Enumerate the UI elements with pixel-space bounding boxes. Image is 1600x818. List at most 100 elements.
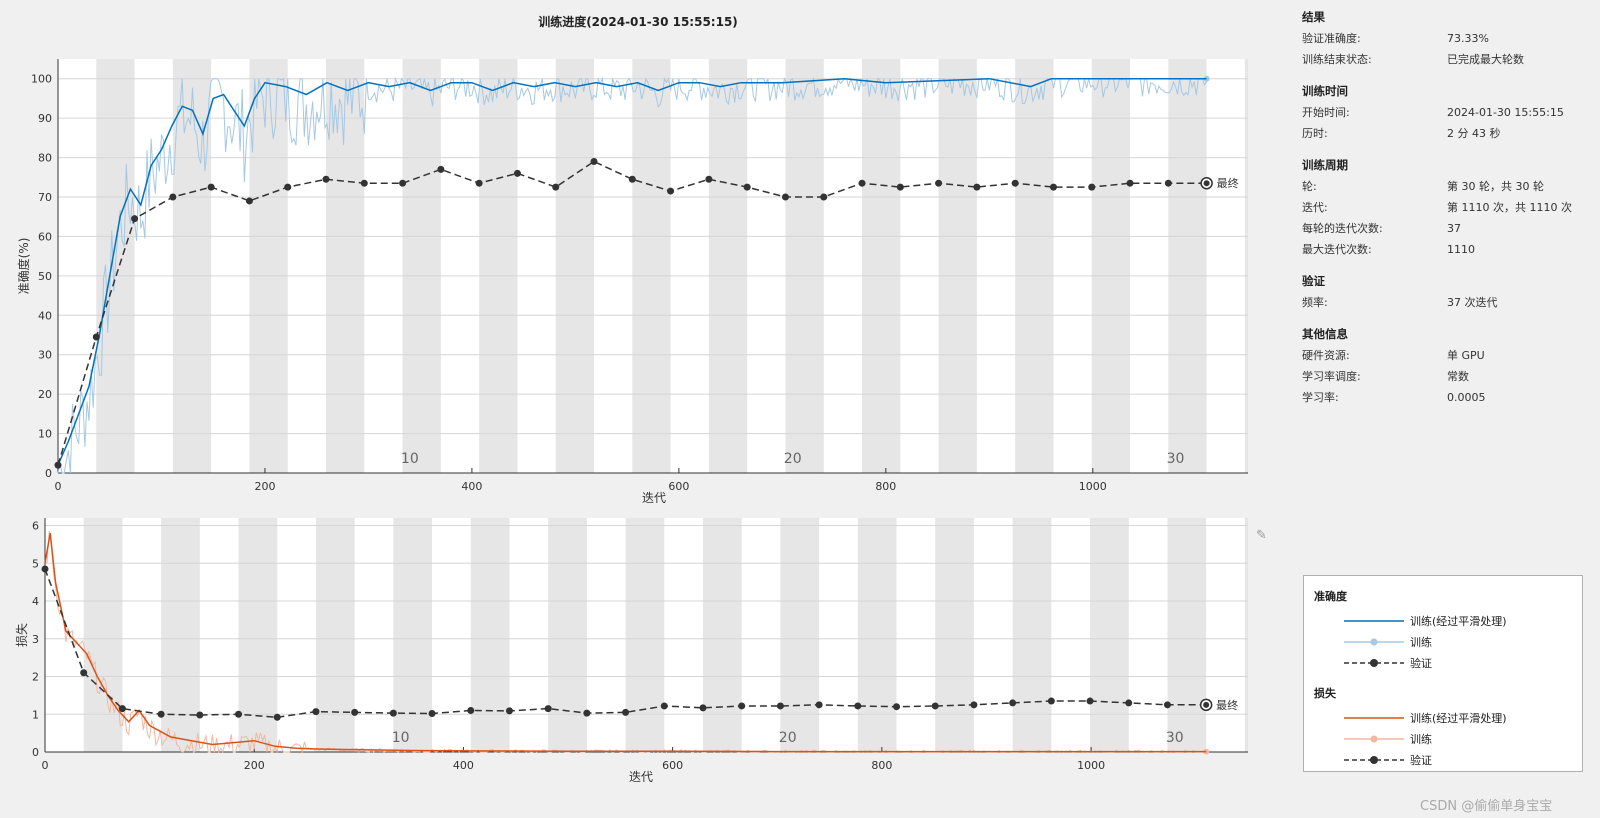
validation-point xyxy=(970,701,978,709)
info-row: 学习率: 0.0005 xyxy=(1302,387,1592,408)
y-axis-label: 损失 xyxy=(14,623,29,647)
validation-point xyxy=(1086,697,1094,705)
validation-point xyxy=(781,193,789,201)
validation-point xyxy=(399,179,407,187)
epoch-label: 10 xyxy=(392,730,410,746)
epoch-band xyxy=(1091,59,1131,473)
epoch-band xyxy=(402,59,441,473)
info-row: 轮: 第 30 轮，共 30 轮 xyxy=(1302,176,1592,197)
y-tick-label: 30 xyxy=(38,349,52,362)
validation-point xyxy=(893,703,901,711)
epoch-band xyxy=(1244,518,1248,752)
info-key: 训练结束状态: xyxy=(1302,53,1372,66)
info-value: 单 GPU xyxy=(1447,349,1485,362)
info-key: 迭代: xyxy=(1302,201,1328,214)
validation-point xyxy=(207,183,215,191)
info-row: 最大迭代次数: 1110 xyxy=(1302,239,1592,260)
validation-point xyxy=(54,461,62,469)
epoch-band xyxy=(393,518,433,752)
legend-swatch-dashed-line xyxy=(1344,755,1404,764)
validation-point xyxy=(437,165,445,173)
info-row: 硬件资源: 单 GPU xyxy=(1302,345,1592,366)
validation-point xyxy=(312,708,320,716)
x-tick-label: 200 xyxy=(244,759,265,772)
legend-row-loss-smoothed: 训练(经过平滑处理) xyxy=(1314,707,1572,728)
final-label: 最终 xyxy=(1216,698,1238,712)
validation-point xyxy=(196,711,204,719)
epoch-band xyxy=(470,518,510,752)
epoch-band xyxy=(83,518,123,752)
validation-point xyxy=(41,565,49,573)
y-tick-label: 90 xyxy=(38,112,52,125)
validation-point xyxy=(931,702,939,710)
validation-point xyxy=(505,707,513,715)
validation-point xyxy=(360,179,368,187)
validation-point xyxy=(705,175,713,183)
x-tick-label: 1000 xyxy=(1079,480,1107,493)
validation-point xyxy=(622,708,630,716)
y-tick-label: 5 xyxy=(32,557,39,570)
info-value: 第 30 轮，共 30 轮 xyxy=(1447,180,1544,193)
validation-point xyxy=(92,333,100,341)
epoch-band xyxy=(708,59,748,473)
x-tick-label: 0 xyxy=(55,480,62,493)
validation-point xyxy=(738,702,746,710)
y-tick-label: 0 xyxy=(32,746,39,759)
epoch-band xyxy=(548,518,587,752)
legend-swatch-orange-line xyxy=(1344,716,1404,719)
info-value: 已完成最大轮数 xyxy=(1447,53,1524,66)
info-row: 学习率调度: 常数 xyxy=(1302,366,1592,387)
info-key: 最大迭代次数: xyxy=(1302,243,1372,256)
info-value: 73.33% xyxy=(1447,32,1489,45)
info-value: 常数 xyxy=(1447,370,1469,383)
y-tick-label: 1 xyxy=(32,708,39,721)
legend-swatch-dashed-line xyxy=(1344,658,1404,667)
info-value: 2 分 43 秒 xyxy=(1447,127,1501,140)
info-section-heading: 结果 xyxy=(1302,10,1325,24)
validation-point xyxy=(475,179,483,187)
info-key: 硬件资源: xyxy=(1302,349,1350,362)
legend-label: 训练 xyxy=(1410,732,1432,746)
export-icon[interactable]: ✎ xyxy=(1256,528,1267,543)
y-axis-label: 准确度(%) xyxy=(16,238,31,295)
epoch-band xyxy=(555,59,595,473)
legend-swatch-lightorange-line xyxy=(1344,735,1404,742)
info-key: 频率: xyxy=(1302,296,1328,309)
epoch-band xyxy=(326,59,365,473)
legend-label: 验证 xyxy=(1410,753,1432,767)
epoch-band xyxy=(238,518,278,752)
training-info-panel: 结果 验证准确度: 73.33% 训练结束状态: 已完成最大轮数 训练时间 开始时间: 202… xyxy=(1302,6,1592,408)
epoch-band xyxy=(1015,59,1054,473)
epoch-band xyxy=(479,59,518,473)
y-tick-label: 3 xyxy=(32,633,39,646)
validation-point xyxy=(1009,699,1017,707)
validation-point xyxy=(351,708,359,716)
epoch-band xyxy=(785,59,824,473)
validation-point xyxy=(1163,701,1171,709)
y-tick-label: 60 xyxy=(38,230,52,243)
validation-point xyxy=(699,704,707,712)
legend-row-loss-train: 训练 xyxy=(1314,728,1572,749)
validation-point xyxy=(1088,183,1096,191)
legend-row-loss-validation: 验证 xyxy=(1314,749,1572,770)
validation-point xyxy=(896,183,904,191)
y-tick-label: 4 xyxy=(32,595,39,608)
legend-loss-heading: 损失 xyxy=(1314,687,1336,700)
validation-point xyxy=(131,215,139,223)
epoch-band xyxy=(780,518,820,752)
info-row: 迭代: 第 1110 次，共 1110 次 xyxy=(1302,197,1592,218)
info-key: 历时: xyxy=(1302,127,1328,140)
epoch-band xyxy=(632,59,671,473)
info-value: 1110 xyxy=(1447,243,1475,256)
validation-point xyxy=(858,179,866,187)
epoch-label: 20 xyxy=(784,451,802,467)
epoch-label: 10 xyxy=(401,451,419,467)
validation-point xyxy=(1203,180,1210,187)
info-row: 开始时间: 2024-01-30 15:55:15 xyxy=(1302,102,1592,123)
info-row: 训练结束状态: 已完成最大轮数 xyxy=(1302,49,1592,70)
legend: 准确度 训练(经过平滑处理) 训练 验证 损失 训练(经过平滑处理) 训练 验证 xyxy=(1303,575,1583,772)
validation-point xyxy=(1049,183,1057,191)
validation-point xyxy=(235,710,243,718)
info-value: 37 xyxy=(1447,222,1461,235)
